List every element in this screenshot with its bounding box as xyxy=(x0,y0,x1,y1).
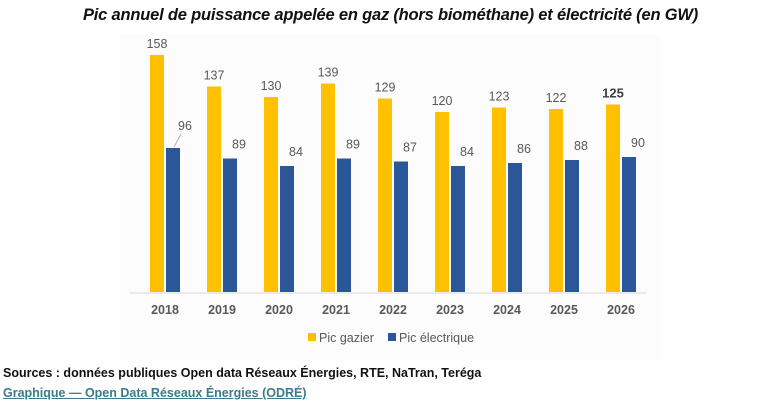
gas-value-label-2024: 123 xyxy=(489,90,510,104)
gas-value-label-2018: 158 xyxy=(147,37,168,51)
electric-bar-2023 xyxy=(451,166,465,292)
gas-value-label-2021: 139 xyxy=(318,66,339,80)
x-tick-label: 2022 xyxy=(379,303,407,317)
gas-bar-2019 xyxy=(207,86,221,292)
credit-link[interactable]: Graphique — Open Data Réseaux Énergies (… xyxy=(3,386,307,400)
electric-value-label-2024: 86 xyxy=(517,142,531,156)
electric-value-label-2026: 90 xyxy=(631,136,645,150)
gas-value-label-2020: 130 xyxy=(261,79,282,93)
gas-value-label-2023: 120 xyxy=(432,94,453,108)
gas-bar-2026 xyxy=(606,104,620,292)
electric-bar-2019 xyxy=(223,158,237,292)
electric-bar-2022 xyxy=(394,161,408,292)
gas-value-label-2022: 129 xyxy=(375,81,396,95)
electric-bar-2020 xyxy=(280,166,294,292)
electric-value-label-2022: 87 xyxy=(403,141,417,155)
x-tick-label: 2025 xyxy=(550,303,578,317)
legend-swatch-electric xyxy=(388,333,396,341)
legend-label-electric: Pic électrique xyxy=(399,331,474,345)
electric-bar-2024 xyxy=(508,163,522,292)
gas-bar-2021 xyxy=(321,83,335,292)
electric-value-label-2018: 96 xyxy=(178,119,192,133)
x-tick-label: 2026 xyxy=(607,303,635,317)
electric-value-label-2021: 89 xyxy=(346,138,360,152)
gas-bar-2020 xyxy=(264,97,278,292)
gas-bar-2024 xyxy=(492,107,506,292)
electric-value-label-2020: 84 xyxy=(289,145,303,159)
electric-bar-2026 xyxy=(622,157,636,292)
electric-bar-2018 xyxy=(166,148,180,292)
electric-value-label-2019: 89 xyxy=(232,138,246,152)
sources-text: Sources : données publiques Open data Ré… xyxy=(3,366,482,380)
electric-value-label-2025: 88 xyxy=(574,139,588,153)
gas-value-label-2026: 125 xyxy=(602,86,624,101)
x-tick-label: 2020 xyxy=(265,303,293,317)
legend-swatch-gas xyxy=(308,333,316,341)
electric-bar-2025 xyxy=(565,160,579,292)
x-tick-label: 2023 xyxy=(436,303,464,317)
gas-bar-2022 xyxy=(378,98,392,292)
legend-label-gas: Pic gazier xyxy=(319,331,374,345)
gas-value-label-2019: 137 xyxy=(204,69,225,83)
gas-bar-2018 xyxy=(150,55,164,292)
gas-bar-2023 xyxy=(435,112,449,292)
electric-bar-2021 xyxy=(337,158,351,292)
x-tick-label: 2021 xyxy=(322,303,350,317)
gas-bar-2025 xyxy=(549,109,563,292)
x-tick-label: 2024 xyxy=(493,303,521,317)
x-tick-label: 2019 xyxy=(208,303,236,317)
x-tick-label: 2018 xyxy=(151,303,179,317)
gas-value-label-2025: 122 xyxy=(546,91,567,105)
electric-value-label-2023: 84 xyxy=(460,145,474,159)
leader-line xyxy=(173,133,182,148)
chart-title: Pic annuel de puissance appelée en gaz (… xyxy=(82,6,699,24)
